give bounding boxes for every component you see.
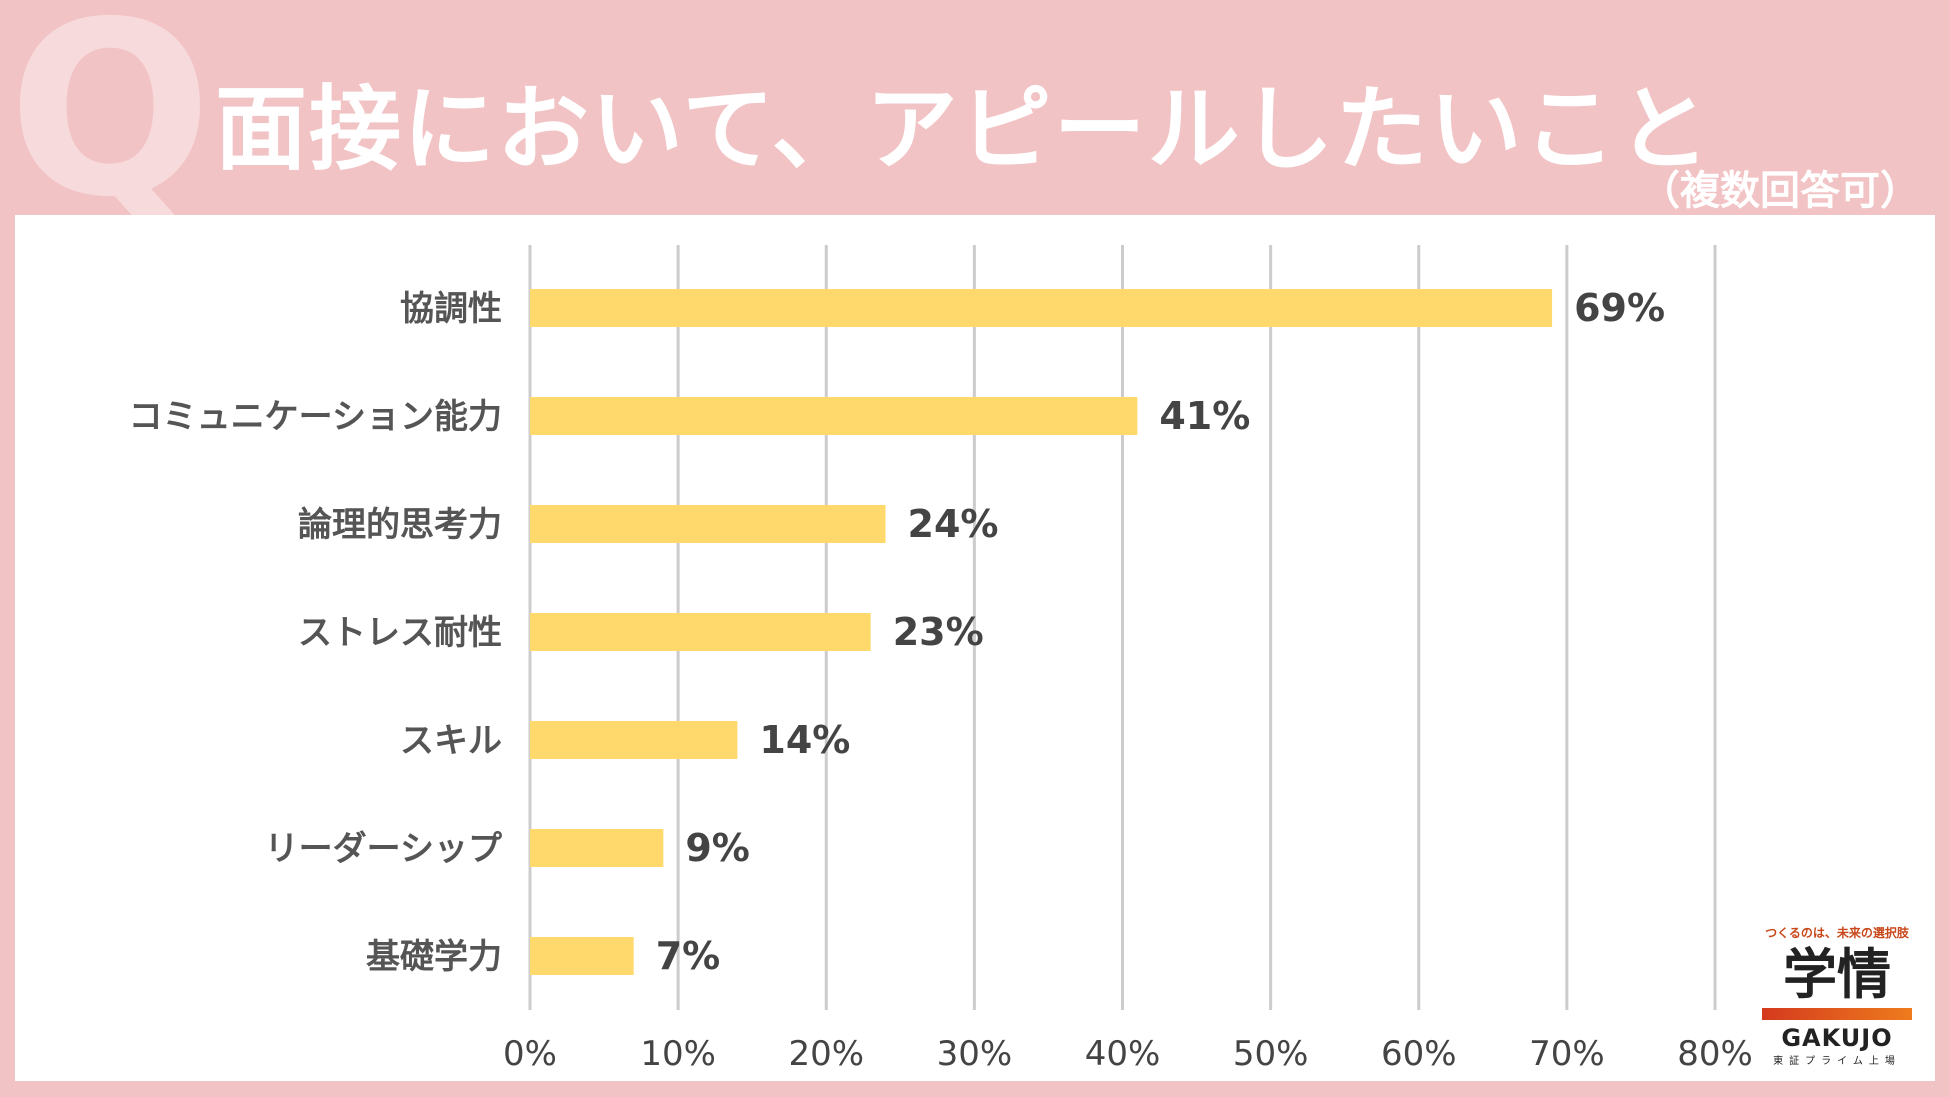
bar-2	[530, 505, 886, 543]
gakujo-logo: つくるのは、未来の選択肢 学情 GAKUJO 東証プライム上場	[1752, 924, 1922, 1067]
x-tick-label-3: 30%	[937, 1034, 1013, 1074]
x-tick-label-6: 60%	[1381, 1034, 1457, 1074]
x-tick-label-8: 80%	[1677, 1034, 1753, 1074]
bar-3	[530, 613, 871, 651]
x-tick-label-1: 10%	[640, 1034, 716, 1074]
bar-0	[530, 289, 1553, 327]
logo-english: GAKUJO	[1781, 1024, 1893, 1052]
category-label-1: コミュニケーション能力	[129, 397, 502, 437]
x-tick-label-4: 40%	[1085, 1034, 1161, 1074]
x-tick-label-7: 70%	[1529, 1034, 1605, 1074]
logo-kanji: 学情	[1783, 943, 1891, 1007]
category-label-5: リーダーシップ	[265, 829, 502, 869]
bar-5	[530, 829, 664, 867]
value-label-3: 23%	[893, 610, 984, 654]
bar-4	[530, 721, 738, 759]
page-subtitle: （複数回答可）	[1640, 168, 1920, 214]
bar-6	[530, 937, 634, 975]
page-title: 面接において、アピールしたいこと	[215, 76, 1712, 183]
logo-tagline: つくるのは、未来の選択肢	[1765, 926, 1909, 941]
x-tick-label-5: 50%	[1233, 1034, 1309, 1074]
value-label-2: 24%	[908, 502, 999, 546]
bar-1	[530, 397, 1138, 435]
value-label-0: 69%	[1574, 286, 1665, 330]
value-label-1: 41%	[1159, 394, 1250, 438]
x-tick-label-0: 0%	[503, 1034, 557, 1074]
category-label-4: スキル	[400, 721, 502, 761]
category-label-6: 基礎学力	[366, 937, 502, 977]
value-label-5: 9%	[685, 826, 750, 870]
value-label-6: 7%	[656, 934, 721, 978]
q-mark: Q	[8, 0, 213, 250]
logo-bar	[1762, 1008, 1912, 1020]
category-label-2: 論理的思考力	[298, 505, 502, 545]
category-label-0: 協調性	[400, 289, 502, 329]
x-tick-label-2: 20%	[788, 1034, 864, 1074]
bar-chart: 0% 10% 20% 30% 40% 50% 60% 70% 80% 協調性 69% コミュニケーショ…	[129, 245, 1753, 1074]
logo-sub: 東証プライム上場	[1773, 1056, 1901, 1067]
chart-panel: 0% 10% 20% 30% 40% 50% 60% 70% 80% 協調性 69% コミュニケーショ…	[15, 215, 1935, 1081]
value-label-4: 14%	[759, 718, 850, 762]
category-label-3: ストレス耐性	[298, 613, 502, 653]
